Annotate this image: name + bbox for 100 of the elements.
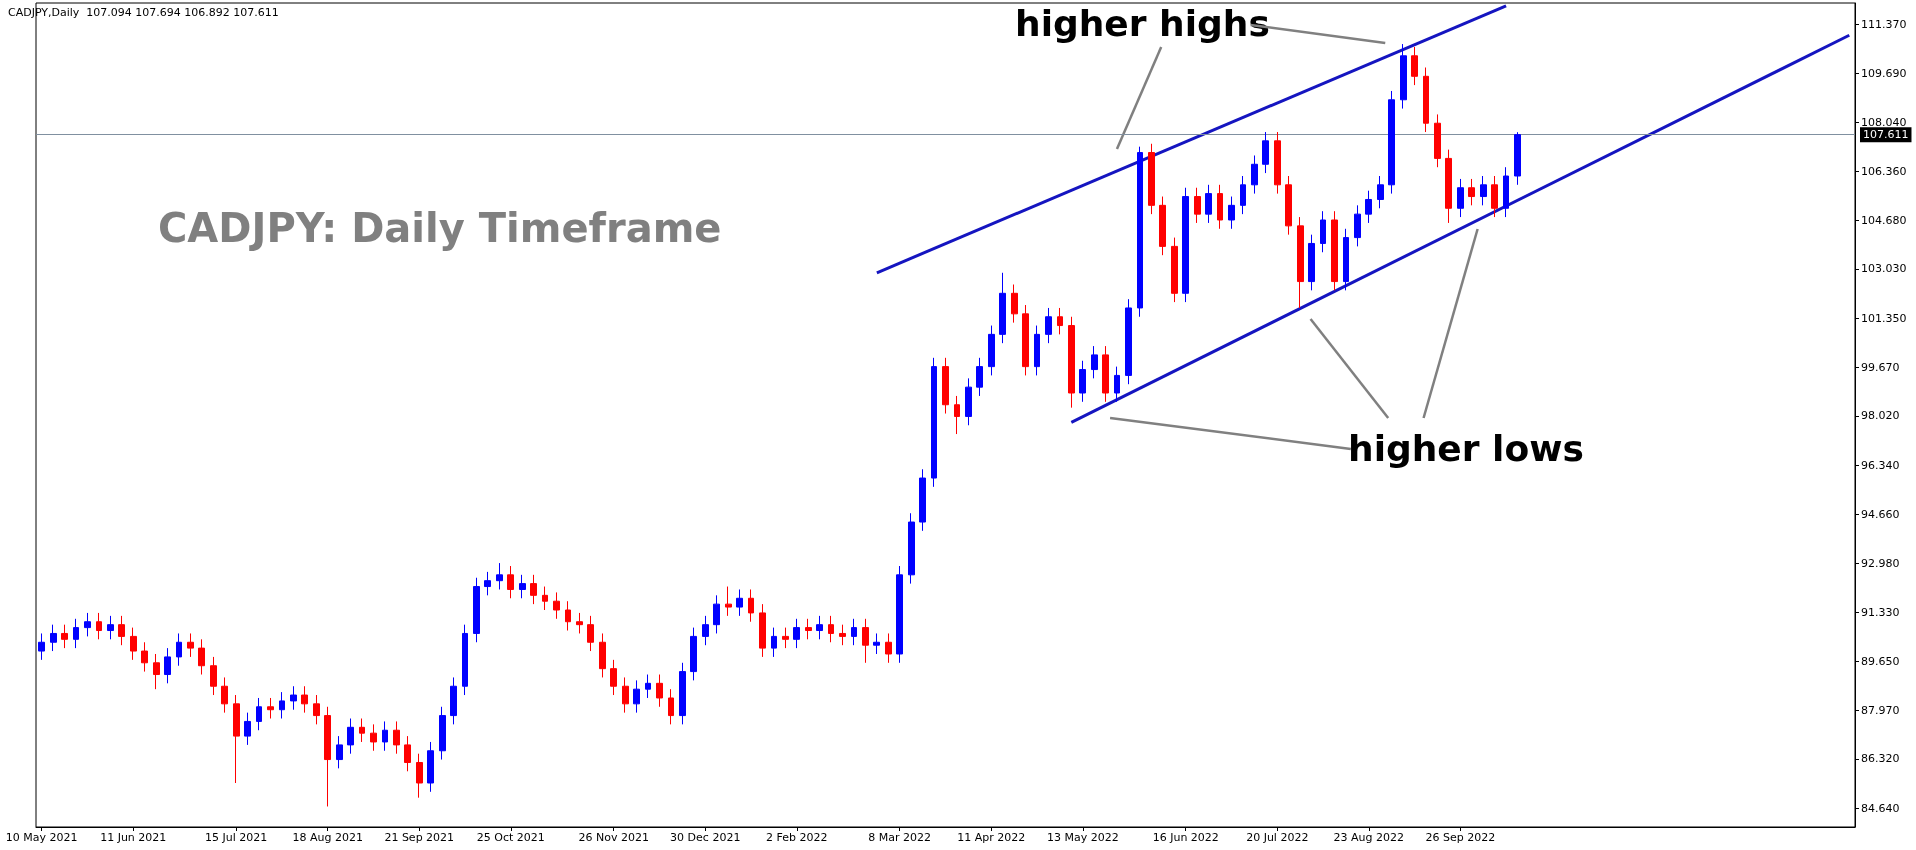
y-tick-label: 96.340 bbox=[1861, 458, 1900, 472]
candlestick bbox=[233, 694, 240, 784]
candlestick bbox=[988, 325, 995, 376]
candlestick bbox=[393, 720, 400, 755]
candlestick bbox=[50, 624, 57, 652]
candlestick bbox=[1205, 184, 1212, 224]
y-tick-label: 87.970 bbox=[1861, 704, 1900, 718]
y-tick-label: 108.040 bbox=[1861, 115, 1907, 129]
candlestick bbox=[1457, 178, 1464, 218]
candlestick bbox=[1514, 131, 1521, 186]
candlestick bbox=[507, 565, 514, 599]
x-tick-label: 21 Sep 2021 bbox=[384, 831, 455, 844]
candlestick bbox=[1411, 46, 1418, 86]
annotation: higher highs bbox=[1015, 2, 1270, 44]
candlestick bbox=[1182, 187, 1189, 303]
candlestick bbox=[919, 468, 926, 532]
candlestick bbox=[1159, 196, 1166, 256]
candlestick bbox=[1491, 175, 1498, 218]
y-tick-label: 91.330 bbox=[1861, 605, 1900, 619]
candlestick bbox=[679, 662, 686, 725]
candlestick bbox=[256, 697, 262, 731]
candlestick bbox=[1228, 196, 1235, 230]
y-tick-label: 94.660 bbox=[1861, 507, 1900, 521]
candlestick bbox=[1445, 149, 1452, 224]
candlestick bbox=[885, 632, 892, 664]
candlestick bbox=[404, 735, 411, 772]
candlestick bbox=[942, 357, 949, 415]
candlestick bbox=[530, 574, 537, 605]
candlestick bbox=[771, 627, 777, 658]
candlestick bbox=[645, 674, 651, 699]
candlestick bbox=[1045, 307, 1052, 344]
candlestick bbox=[1285, 175, 1292, 236]
candlestick bbox=[1034, 325, 1040, 376]
candlestick bbox=[1308, 234, 1315, 291]
candlestick bbox=[84, 612, 91, 637]
text: CADJPY: Daily Timeframe bbox=[158, 205, 722, 251]
candlestick bbox=[336, 735, 343, 769]
x-tick-label: 25 Oct 2021 bbox=[476, 831, 545, 844]
candlestick bbox=[1262, 131, 1269, 174]
candlestick bbox=[931, 357, 937, 488]
candlestick bbox=[1091, 345, 1098, 379]
y-tick-label: 101.350 bbox=[1861, 311, 1907, 325]
candlestick bbox=[176, 632, 182, 667]
x-tick-label: 8 Mar 2022 bbox=[868, 831, 932, 844]
x-tick-label: 18 Aug 2021 bbox=[292, 831, 363, 844]
candlestick bbox=[1057, 307, 1063, 335]
candlestick bbox=[1171, 237, 1178, 303]
candlestick bbox=[713, 594, 720, 634]
candlestick bbox=[1388, 90, 1395, 195]
candlestick bbox=[1331, 210, 1338, 291]
y-tick-label: 84.640 bbox=[1861, 801, 1900, 815]
y-tick-label: 89.650 bbox=[1861, 654, 1900, 668]
candlestick bbox=[279, 691, 285, 719]
candlestick bbox=[599, 632, 606, 678]
candlestick bbox=[416, 753, 423, 799]
x-tick-label: 20 Jul 2022 bbox=[1246, 831, 1309, 844]
candlestick bbox=[324, 706, 331, 807]
candlestick bbox=[1400, 43, 1407, 110]
candlestick bbox=[965, 377, 972, 426]
candlestick bbox=[484, 571, 491, 596]
y-tick-label: 111.370 bbox=[1861, 17, 1907, 31]
x-tick-label: 15 Jul 2021 bbox=[205, 831, 268, 844]
x-tick-label: 30 Dec 2021 bbox=[670, 831, 741, 844]
candlestick bbox=[999, 272, 1006, 344]
ref-line-label: 107.611 bbox=[1863, 128, 1909, 142]
candlestick bbox=[382, 720, 388, 752]
candlestick bbox=[347, 718, 354, 755]
candlestick bbox=[793, 618, 800, 649]
candlestick bbox=[1274, 131, 1281, 195]
candlestick bbox=[118, 615, 125, 646]
candlestick bbox=[702, 615, 709, 646]
candlestick bbox=[725, 586, 732, 617]
candlestick bbox=[1137, 146, 1143, 318]
candlestick bbox=[244, 712, 251, 746]
candlestick bbox=[1102, 345, 1109, 403]
candlestick bbox=[610, 659, 617, 696]
candlestick bbox=[908, 512, 915, 585]
candlestick bbox=[816, 615, 823, 640]
candlestick bbox=[1365, 190, 1372, 224]
y-tick-label: 104.680 bbox=[1861, 214, 1907, 228]
candlestick bbox=[427, 741, 434, 793]
candlestick bbox=[359, 718, 365, 743]
x-tick-label: 10 May 2021 bbox=[5, 831, 78, 844]
candlestick bbox=[153, 653, 160, 690]
candlestick bbox=[1297, 216, 1304, 309]
candlestick bbox=[73, 618, 79, 649]
candlestick bbox=[656, 674, 663, 708]
candlestick bbox=[782, 627, 789, 649]
candlestick bbox=[565, 600, 571, 632]
candlestick bbox=[141, 641, 148, 673]
candlestick bbox=[828, 615, 834, 643]
y-tick-label: 103.030 bbox=[1861, 262, 1907, 276]
x-tick-label: 13 May 2022 bbox=[1046, 831, 1119, 844]
candlestick bbox=[1217, 184, 1223, 230]
x-tick-label: 11 Jun 2021 bbox=[100, 831, 167, 844]
candlestick bbox=[519, 574, 526, 599]
y-tick-label: 99.670 bbox=[1861, 361, 1900, 374]
candlestick bbox=[210, 656, 217, 696]
candlestick bbox=[187, 632, 194, 658]
candlestick bbox=[690, 627, 697, 681]
